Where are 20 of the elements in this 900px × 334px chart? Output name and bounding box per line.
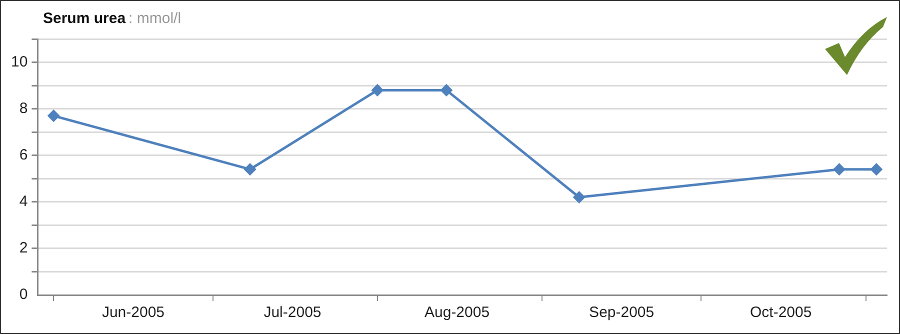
x-tick-label: Sep-2005 xyxy=(589,304,654,322)
x-tick-label: Jun-2005 xyxy=(102,304,165,322)
x-tick-label: Aug-2005 xyxy=(424,304,490,322)
y-tick-label: 4 xyxy=(19,193,28,210)
point xyxy=(440,84,452,96)
y-tick-label: 6 xyxy=(19,146,28,164)
point xyxy=(244,164,256,176)
chart-title: Serum urea xyxy=(43,10,126,27)
point xyxy=(833,164,845,176)
y-tick-label: 2 xyxy=(19,240,28,257)
chart-subtitle: : mmol/l xyxy=(128,10,182,27)
x-tick-label: Jul-2005 xyxy=(264,304,322,322)
point xyxy=(372,84,384,96)
point xyxy=(48,110,60,122)
point xyxy=(870,164,882,176)
point xyxy=(573,192,585,204)
x-tick-label: Oct-2005 xyxy=(750,304,812,322)
y-tick-label: 8 xyxy=(19,100,28,117)
y-tick-label: 10 xyxy=(10,53,28,70)
y-tick-label: 0 xyxy=(19,286,28,304)
